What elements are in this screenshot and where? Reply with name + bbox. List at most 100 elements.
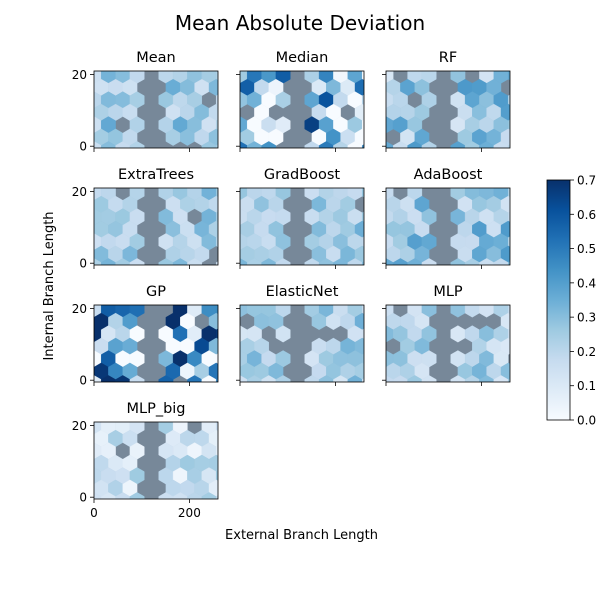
hexbin-cell	[393, 258, 408, 265]
hexbin-cell	[94, 258, 102, 265]
hexbin-cell	[261, 141, 277, 148]
hexbin-cell	[240, 366, 241, 376]
panel-title: MLP_big	[126, 401, 185, 417]
hexbin-cell	[240, 132, 241, 142]
colorbar-tick-label: 0.3	[577, 311, 596, 325]
colorbar-tick-label: 0.0	[577, 414, 596, 428]
hexbin-cell	[215, 261, 218, 265]
hexbin-cell	[115, 375, 131, 382]
hexbin-cell	[218, 209, 232, 226]
hexbin-cell	[364, 258, 378, 275]
hexbin-cell	[158, 375, 174, 382]
hexbin-cell	[201, 492, 217, 499]
hexbin-cell	[223, 246, 237, 263]
hexbin-cell	[386, 107, 387, 117]
hexbin-cell	[240, 249, 241, 259]
y-tick-label: 0	[79, 374, 87, 388]
hexbin-cell	[223, 129, 237, 146]
hexbin-cell	[115, 492, 131, 499]
hexbin-cell	[386, 132, 387, 142]
panel-median: Median	[218, 50, 383, 152]
hexbin-cell	[94, 141, 102, 148]
hexbin-cell	[223, 363, 237, 380]
hexbin-cell	[100, 492, 116, 499]
hexbin-cell	[261, 258, 277, 265]
hexbin-cell	[464, 258, 480, 265]
hexbin-cell	[369, 129, 383, 146]
hexbin-cell	[364, 184, 378, 201]
hexbin-cell	[275, 325, 291, 343]
hexbin-cell	[515, 246, 529, 263]
hexbin-cell	[218, 351, 232, 368]
hexbin-cell	[72, 234, 86, 251]
hexbin-cell	[223, 480, 237, 497]
hexbin-cell	[72, 351, 86, 368]
hexbin-cell	[223, 104, 237, 121]
hexbin-cell	[218, 301, 232, 318]
hexbin-cell	[508, 261, 510, 265]
hexbin-cell	[240, 83, 241, 92]
hexbin-layer	[72, 305, 237, 382]
hexbin-cell	[407, 258, 423, 265]
y-tick-label: 20	[72, 419, 87, 433]
y-tick-label: 0	[79, 491, 87, 505]
hexbin-cell	[115, 258, 131, 265]
panel-elasticnet: ElasticNet	[218, 284, 365, 392]
hexbin-cell	[421, 258, 437, 265]
x-tick-label: 200	[178, 506, 201, 520]
hexbin-cell	[515, 79, 529, 96]
panel-title: ElasticNet	[266, 284, 339, 300]
chart-title: Mean Absolute Deviation	[175, 11, 425, 35]
hexbin-cell	[94, 492, 102, 499]
hexbin-layer	[218, 188, 383, 265]
hexbin-cell	[515, 363, 529, 380]
hexbin-cell	[223, 221, 237, 238]
hexbin-cell	[347, 375, 363, 382]
hexbin-cell	[369, 196, 383, 213]
hexbin-cell	[240, 317, 241, 326]
hexbin-cell	[386, 341, 387, 351]
hexbin-cell	[318, 375, 334, 382]
hexbin-cell	[364, 234, 378, 251]
hexbin-cell	[515, 221, 529, 238]
hexbin-cell	[129, 492, 145, 499]
hexbin-cell	[386, 200, 387, 209]
hexbin-cell	[218, 92, 232, 109]
x-tick-label: 0	[90, 506, 98, 520]
hexbin-cell	[386, 375, 394, 382]
panel-frame	[385, 304, 511, 383]
hexbin-cell	[464, 141, 480, 148]
hexbin-cell	[201, 375, 217, 382]
hexbin-cell	[129, 141, 145, 148]
hexbin-cell	[94, 341, 95, 351]
hexbin-cell	[515, 129, 529, 146]
hexbin-cell	[218, 375, 232, 392]
panel-title: Mean	[136, 50, 176, 66]
hexbin-cell	[72, 117, 86, 134]
hexbin-cell	[347, 141, 363, 148]
hexbin-cell	[240, 107, 241, 117]
hexbin-cell	[94, 375, 102, 382]
hexbin-cell	[304, 141, 320, 148]
hexbin-cell	[240, 341, 241, 351]
hexbin-cell	[304, 258, 320, 265]
hexbin-cell	[333, 375, 348, 382]
hexbin-cell	[215, 378, 218, 382]
hexbin-cell	[464, 375, 480, 382]
hexbin-cell	[246, 375, 262, 382]
hexbin-cell	[508, 144, 510, 148]
panel-frame	[93, 304, 219, 383]
hexbin-cell	[72, 209, 86, 226]
hexbin-cell	[223, 338, 237, 355]
panel-frame	[93, 421, 219, 500]
hexbin-cell	[218, 67, 232, 84]
hexbin-cell	[364, 67, 378, 84]
hexbin-cell	[72, 443, 86, 460]
hexbin-cell	[479, 258, 494, 265]
hexbin-cell	[318, 258, 334, 265]
hexbin-cell	[218, 234, 232, 251]
hexbin-cell	[172, 258, 188, 265]
hexbin-cell	[515, 196, 529, 213]
hexbin-cell	[187, 258, 203, 265]
